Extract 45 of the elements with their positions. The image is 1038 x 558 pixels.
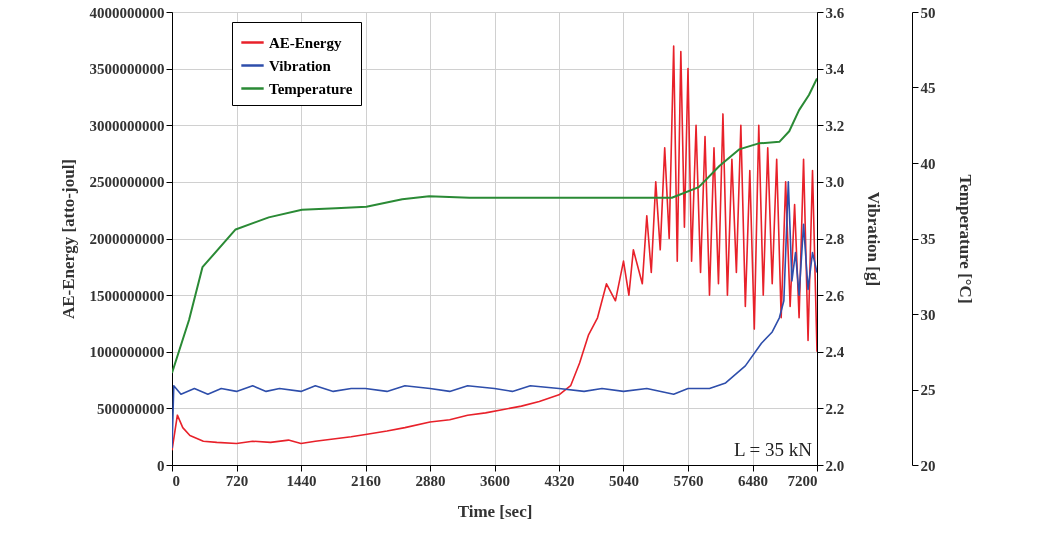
legend-label: Vibration <box>269 57 332 74</box>
line-series <box>172 77 817 374</box>
y2-tick-label: 3.6 <box>825 4 845 21</box>
x-tick-label: 6480 <box>738 472 768 489</box>
y2-tick-label: 3.4 <box>825 61 845 78</box>
x-tick-label: 4320 <box>544 472 575 489</box>
x-tick-label: 2880 <box>415 472 446 489</box>
y3-tick-label: 30 <box>920 306 936 323</box>
x-tick-label: 0 <box>172 472 180 489</box>
x-axis-title: Time [sec] <box>457 501 533 521</box>
y2-axis-title: Vibration [g] <box>864 191 884 287</box>
y2-tick-label: 2.6 <box>825 287 845 304</box>
x-tick-label: 5760 <box>673 472 704 489</box>
annotation: L = 35 kN <box>733 439 813 460</box>
y-tick-label: 1000000000 <box>89 344 165 361</box>
y-tick-label: 3500000000 <box>89 61 165 78</box>
y3-tick-label: 40 <box>920 155 936 172</box>
x-tick-label: 720 <box>225 472 249 489</box>
y3-tick-label: 50 <box>920 4 936 21</box>
legend-label: AE-Energy <box>269 34 342 51</box>
y-tick-label: 2500000000 <box>89 174 165 191</box>
x-tick-label: 5040 <box>609 472 639 489</box>
y2-tick-label: 2.0 <box>825 457 845 474</box>
y-axis-title: AE-Energy [atto-joul] <box>58 158 78 320</box>
legend-label: Temperature <box>269 80 353 97</box>
y2-tick-label: 3.2 <box>825 117 845 134</box>
y3-tick-label: 25 <box>920 382 936 398</box>
y3-tick-label: 35 <box>920 231 936 247</box>
y-tick-label: 3000000000 <box>89 117 165 134</box>
y-tick-label: 500000000 <box>97 400 165 417</box>
y2-tick-label: 2.2 <box>825 400 845 417</box>
x-tick-label: 3600 <box>480 472 510 489</box>
y2-tick-label: 2.8 <box>825 231 845 247</box>
y3-axis-title: Temperature [°C] <box>955 174 975 304</box>
x-tick-label: 7200 <box>787 472 818 489</box>
x-tick-label: 1440 <box>286 472 317 489</box>
y-tick-label: 4000000000 <box>89 4 165 21</box>
y3-tick-label: 45 <box>920 80 936 96</box>
y2-tick-label: 2.4 <box>825 344 845 361</box>
y-tick-label: 2000000000 <box>89 231 165 247</box>
y-tick-label: 1500000000 <box>89 287 165 304</box>
x-tick-label: 2160 <box>351 472 381 489</box>
y-tick-label: 0 <box>157 457 165 474</box>
y2-tick-label: 3.0 <box>825 174 845 191</box>
y3-tick-label: 20 <box>920 457 936 474</box>
